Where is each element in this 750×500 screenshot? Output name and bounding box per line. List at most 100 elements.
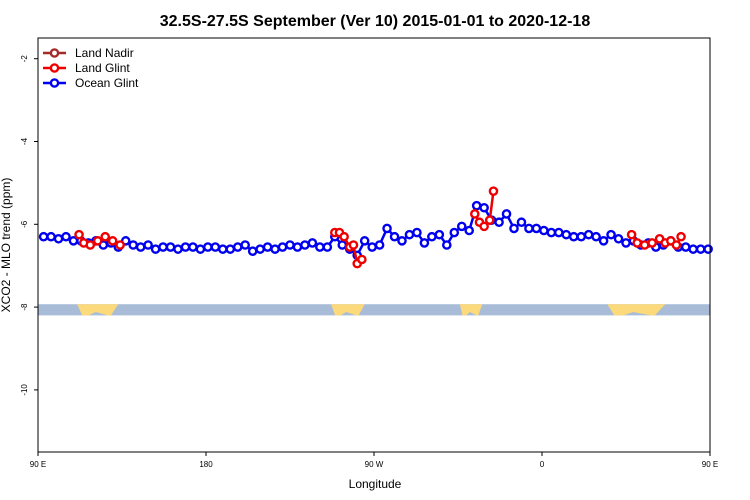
land-glint-point-27: [676, 231, 686, 242]
ocean-glint-point-88: [695, 244, 706, 254]
ocean-glint-point-20: [188, 242, 198, 252]
ocean-glint-point-53: [434, 229, 445, 240]
ocean-glint-point-52: [427, 231, 437, 242]
y-axis: -2 -4 -6 -8 -10: [20, 55, 38, 396]
ocean-glint-point-27: [240, 240, 250, 250]
land-glint-point-19: [626, 229, 637, 240]
y-axis-label: XCO2 - MLO trend (ppm): [0, 178, 13, 313]
ocean-glint-point-45: [374, 240, 385, 250]
ocean-glint-point-33: [285, 240, 295, 250]
land-ocean-band: [38, 304, 710, 316]
legend-entry-ocean-glint: Ocean Glint: [75, 76, 139, 90]
ocean-glint-point-37: [315, 242, 325, 252]
land-glint-point-26: [671, 240, 682, 250]
ocean-glint-point-87: [688, 244, 699, 254]
ocean-glint-point-31: [270, 244, 280, 254]
land-glint-point-6: [115, 240, 125, 250]
ocean-glint-point-68: [546, 227, 557, 238]
ocean-glint-point-74: [591, 231, 601, 242]
ocean-glint-point-32: [277, 242, 288, 252]
ocean-glint-point-72: [576, 231, 587, 242]
land-glint-point-9: [339, 231, 349, 242]
ocean-glint-point-56: [456, 221, 467, 232]
ocean-glint-point-15: [150, 244, 161, 254]
ocean-glint-point-63: [509, 223, 519, 234]
ocean-glint-point-64: [516, 217, 527, 228]
land-glint-point-2: [85, 240, 96, 250]
land-glint-point-5: [107, 236, 118, 246]
land-segment-3: [607, 304, 666, 316]
ocean-glint-point-73: [583, 229, 594, 240]
series-land-glint: [74, 186, 686, 269]
ocean-glint-point-13: [135, 242, 146, 252]
land-glint-point-22: [647, 238, 657, 248]
land-segment-0: [77, 304, 119, 316]
ocean-glint-point-34: [292, 242, 303, 252]
ocean-glint-point-43: [359, 236, 370, 246]
land-glint-point-11: [348, 240, 359, 250]
land-glint-point-18: [488, 186, 499, 196]
ocean-glint-point-69: [554, 227, 564, 238]
ocean-glint-point-61: [494, 217, 504, 228]
x-tick-label-0: 90 E: [30, 460, 46, 469]
ocean-glint-point-49: [404, 229, 415, 240]
ocean-glint-point-4: [68, 236, 79, 246]
ocean-glint-point-62: [501, 209, 512, 219]
ocean-glint-point-76: [606, 229, 616, 240]
land-segment-2: [459, 304, 483, 316]
x-axis: 90 E 180 90 W 0 90 E: [30, 452, 718, 469]
land-glint-point-3: [92, 236, 103, 246]
land-glint-point-21: [639, 240, 650, 250]
land-glint-point-20: [632, 238, 643, 248]
ocean-glint-point-23: [210, 242, 221, 252]
ocean-glint-point-3: [61, 231, 71, 242]
legend-marker-land-nadir: [49, 48, 60, 58]
ocean-glint-point-26: [232, 242, 243, 252]
ocean-glint-point-24: [217, 244, 228, 254]
ocean-glint-point-35: [300, 240, 310, 250]
ocean-glint-point-58: [471, 200, 482, 211]
ocean-glint-point-86: [680, 242, 691, 252]
ocean-glint-point-77: [613, 233, 624, 244]
ocean-glint-point-75: [598, 236, 609, 246]
ocean-glint-point-44: [367, 242, 377, 252]
ocean-glint-point-30: [262, 242, 273, 252]
ocean-glint-point-50: [412, 227, 422, 238]
x-tick-label-2: 90 W: [365, 460, 384, 469]
legend-entry-land-glint: Land Glint: [75, 61, 130, 75]
chart-title: 32.5S-27.5S September (Ver 10) 2015-01-0…: [160, 13, 591, 30]
ocean-glint-point-0: [38, 231, 49, 242]
series-layer: [38, 186, 713, 269]
legend-entry-land-nadir: Land Nadir: [75, 46, 134, 60]
ocean-glint-point-18: [173, 244, 183, 254]
land-glint-point-13: [357, 254, 367, 265]
ocean-glint-point-55: [449, 227, 460, 238]
series-ocean-glint: [38, 200, 713, 261]
ocean-glint-point-48: [397, 236, 407, 246]
land-glint-point-16: [479, 221, 489, 232]
y-tick-label-1: -4: [20, 137, 29, 145]
ocean-glint-point-2: [53, 233, 64, 244]
y-tick-label-3: -8: [20, 303, 29, 311]
ocean-glint-point-28: [247, 246, 258, 257]
ocean-glint-point-57: [464, 225, 475, 236]
ocean-glint-point-78: [621, 238, 631, 248]
land-glint-point-14: [469, 209, 480, 219]
ocean-glint-point-54: [441, 240, 452, 250]
ocean-glint-point-40: [337, 240, 348, 250]
y-tick-label-0: -2: [20, 55, 29, 63]
ocean-glint-point-14: [143, 240, 153, 250]
ocean-glint-point-59: [479, 202, 489, 213]
legend-marker-land-glint: [49, 63, 60, 73]
ocean-glint-point-22: [203, 242, 213, 252]
ocean-glint-point-46: [382, 223, 392, 234]
ocean-glint-point-17: [165, 242, 176, 252]
ocean-glint-point-21: [195, 244, 206, 254]
ocean-glint-point-89: [703, 244, 713, 254]
legend-marker-ocean-glint: [49, 78, 60, 88]
ocean-glint-point-1: [46, 231, 56, 242]
ocean-glint-point-19: [180, 242, 191, 252]
ocean-glint-point-36: [307, 238, 318, 248]
ocean-glint-point-29: [255, 244, 265, 254]
